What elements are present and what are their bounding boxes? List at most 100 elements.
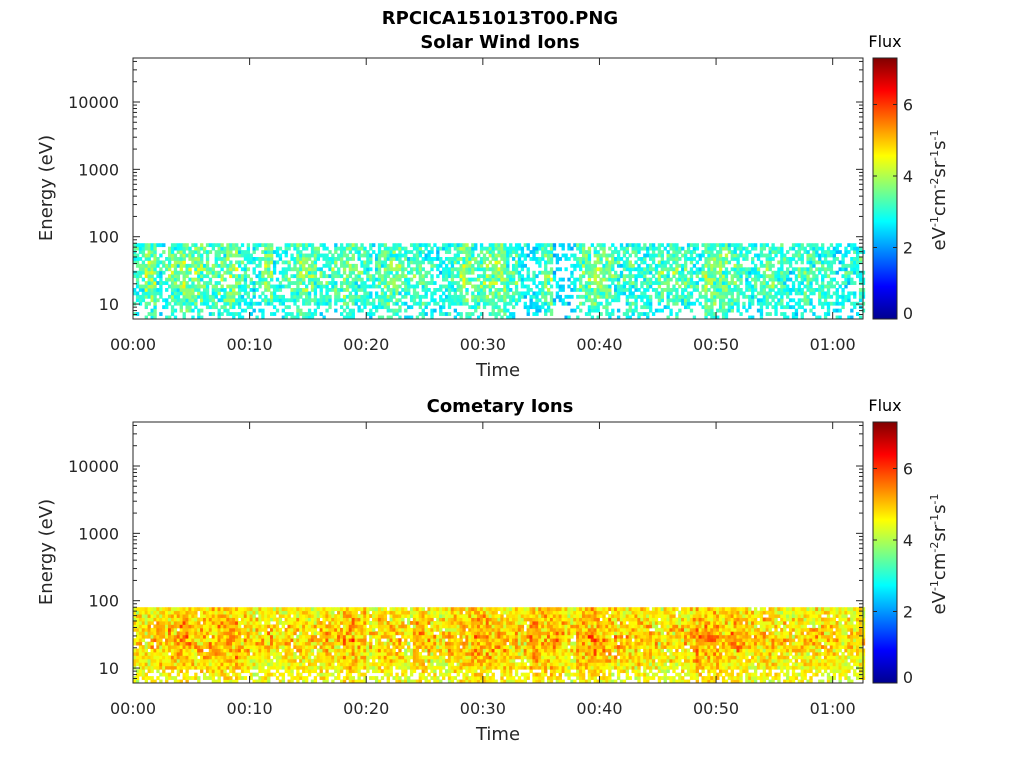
heatmap-cell — [226, 676, 230, 680]
heatmap-cell — [701, 253, 705, 258]
heatmap-cell — [377, 270, 382, 275]
heatmap-cell — [433, 243, 437, 248]
heatmap-cell — [235, 658, 239, 663]
heatmap-cell — [223, 614, 227, 618]
heatmap-cell — [681, 281, 685, 285]
heatmap-cell — [223, 291, 227, 296]
heatmap-cell — [211, 291, 216, 296]
heatmap-cell — [462, 250, 466, 254]
heatmap-cell — [133, 274, 137, 279]
heatmap-cell — [261, 624, 265, 629]
heatmap-cell — [202, 291, 207, 296]
heatmap-cell — [821, 263, 825, 268]
heatmap-cell — [596, 274, 600, 279]
heatmap-cell — [307, 665, 312, 670]
heatmap-cell — [611, 298, 615, 303]
heatmap-cell — [342, 260, 347, 265]
heatmap-cell — [383, 277, 388, 282]
heatmap-cell — [275, 308, 280, 313]
heatmap-cell — [558, 298, 562, 303]
heatmap-cell — [407, 270, 411, 275]
heatmap-cell — [255, 662, 259, 667]
heatmap-cell — [235, 284, 239, 289]
heatmap-cell — [599, 267, 603, 272]
heatmap-cell — [252, 250, 256, 254]
heatmap-cell — [718, 267, 723, 272]
heatmap-cell — [424, 274, 428, 279]
heatmap-cell — [235, 274, 239, 279]
heatmap-cell — [625, 294, 630, 299]
heatmap-cell — [214, 243, 218, 248]
heatmap-cell — [657, 291, 662, 296]
heatmap-cell — [182, 658, 186, 663]
heatmap-cell — [459, 246, 463, 251]
heatmap-cell — [322, 645, 326, 649]
heatmap-cell — [229, 607, 233, 612]
heatmap-cell — [162, 621, 166, 625]
heatmap-cell — [194, 658, 198, 663]
x-axis-label-solar-wind: Time — [475, 360, 520, 381]
heatmap-cell — [363, 301, 367, 306]
heatmap-cell — [739, 243, 743, 248]
heatmap-cell — [307, 277, 312, 282]
heatmap-cell — [628, 253, 632, 258]
heatmap-cell — [270, 257, 274, 261]
heatmap-cell — [240, 662, 245, 667]
heatmap-cell — [299, 627, 303, 632]
heatmap-cell — [170, 253, 175, 258]
heatmap-cell — [392, 294, 396, 299]
heatmap-cell — [252, 610, 256, 615]
heatmap-cell — [517, 298, 522, 303]
heatmap-cell — [188, 614, 192, 618]
heatmap-cell — [832, 270, 836, 275]
heatmap-cell — [167, 277, 172, 282]
heatmap-cell — [150, 263, 154, 268]
heatmap-cell — [147, 301, 151, 306]
heatmap-cell — [681, 288, 685, 292]
heatmap-cell — [331, 281, 335, 285]
heatmap-cell — [710, 291, 714, 296]
heatmap-cell — [345, 301, 350, 306]
heatmap-cell — [167, 246, 172, 251]
heatmap-cell — [150, 676, 154, 680]
heatmap-cell — [724, 291, 729, 296]
heatmap-cell — [517, 257, 522, 261]
heatmap-cell — [328, 672, 332, 677]
heatmap-cell — [185, 655, 189, 660]
heatmap-cell — [334, 284, 338, 289]
heatmap-cell — [290, 679, 294, 684]
y-tick-label: 1000 — [78, 160, 119, 179]
heatmap-cell — [552, 301, 557, 306]
heatmap-cell — [287, 662, 291, 667]
heatmap-cell — [185, 617, 189, 622]
heatmap-cell — [710, 267, 714, 272]
heatmap-cell — [444, 294, 449, 299]
heatmap-cell — [587, 267, 592, 272]
heatmap-cell — [182, 634, 186, 639]
heatmap-cell — [194, 263, 198, 268]
heatmap-cell — [590, 288, 595, 292]
heatmap-cell — [138, 662, 143, 667]
y-tick-label: 100 — [88, 228, 119, 247]
heatmap-cell — [634, 253, 638, 258]
heatmap-cell — [360, 284, 364, 289]
heatmap-cell — [232, 298, 236, 303]
heatmap-cell — [643, 274, 647, 279]
heatmap-cell — [538, 281, 542, 285]
heatmap-cell — [853, 267, 857, 272]
heatmap-cell — [523, 277, 527, 282]
heatmap-cell — [541, 250, 545, 254]
heatmap-cell — [724, 312, 729, 316]
heatmap-cell — [794, 291, 799, 296]
heatmap-cell — [666, 291, 670, 296]
heatmap-cell — [491, 243, 495, 248]
heatmap-cell — [217, 288, 221, 292]
heatmap-cell — [345, 281, 350, 285]
heatmap-cell — [202, 645, 207, 649]
heatmap-cell — [783, 284, 787, 289]
heatmap-cell — [188, 652, 192, 656]
heatmap-cell — [261, 274, 265, 279]
heatmap-cell — [316, 257, 320, 261]
heatmap-cell — [675, 243, 679, 248]
heatmap-cell — [491, 312, 495, 316]
